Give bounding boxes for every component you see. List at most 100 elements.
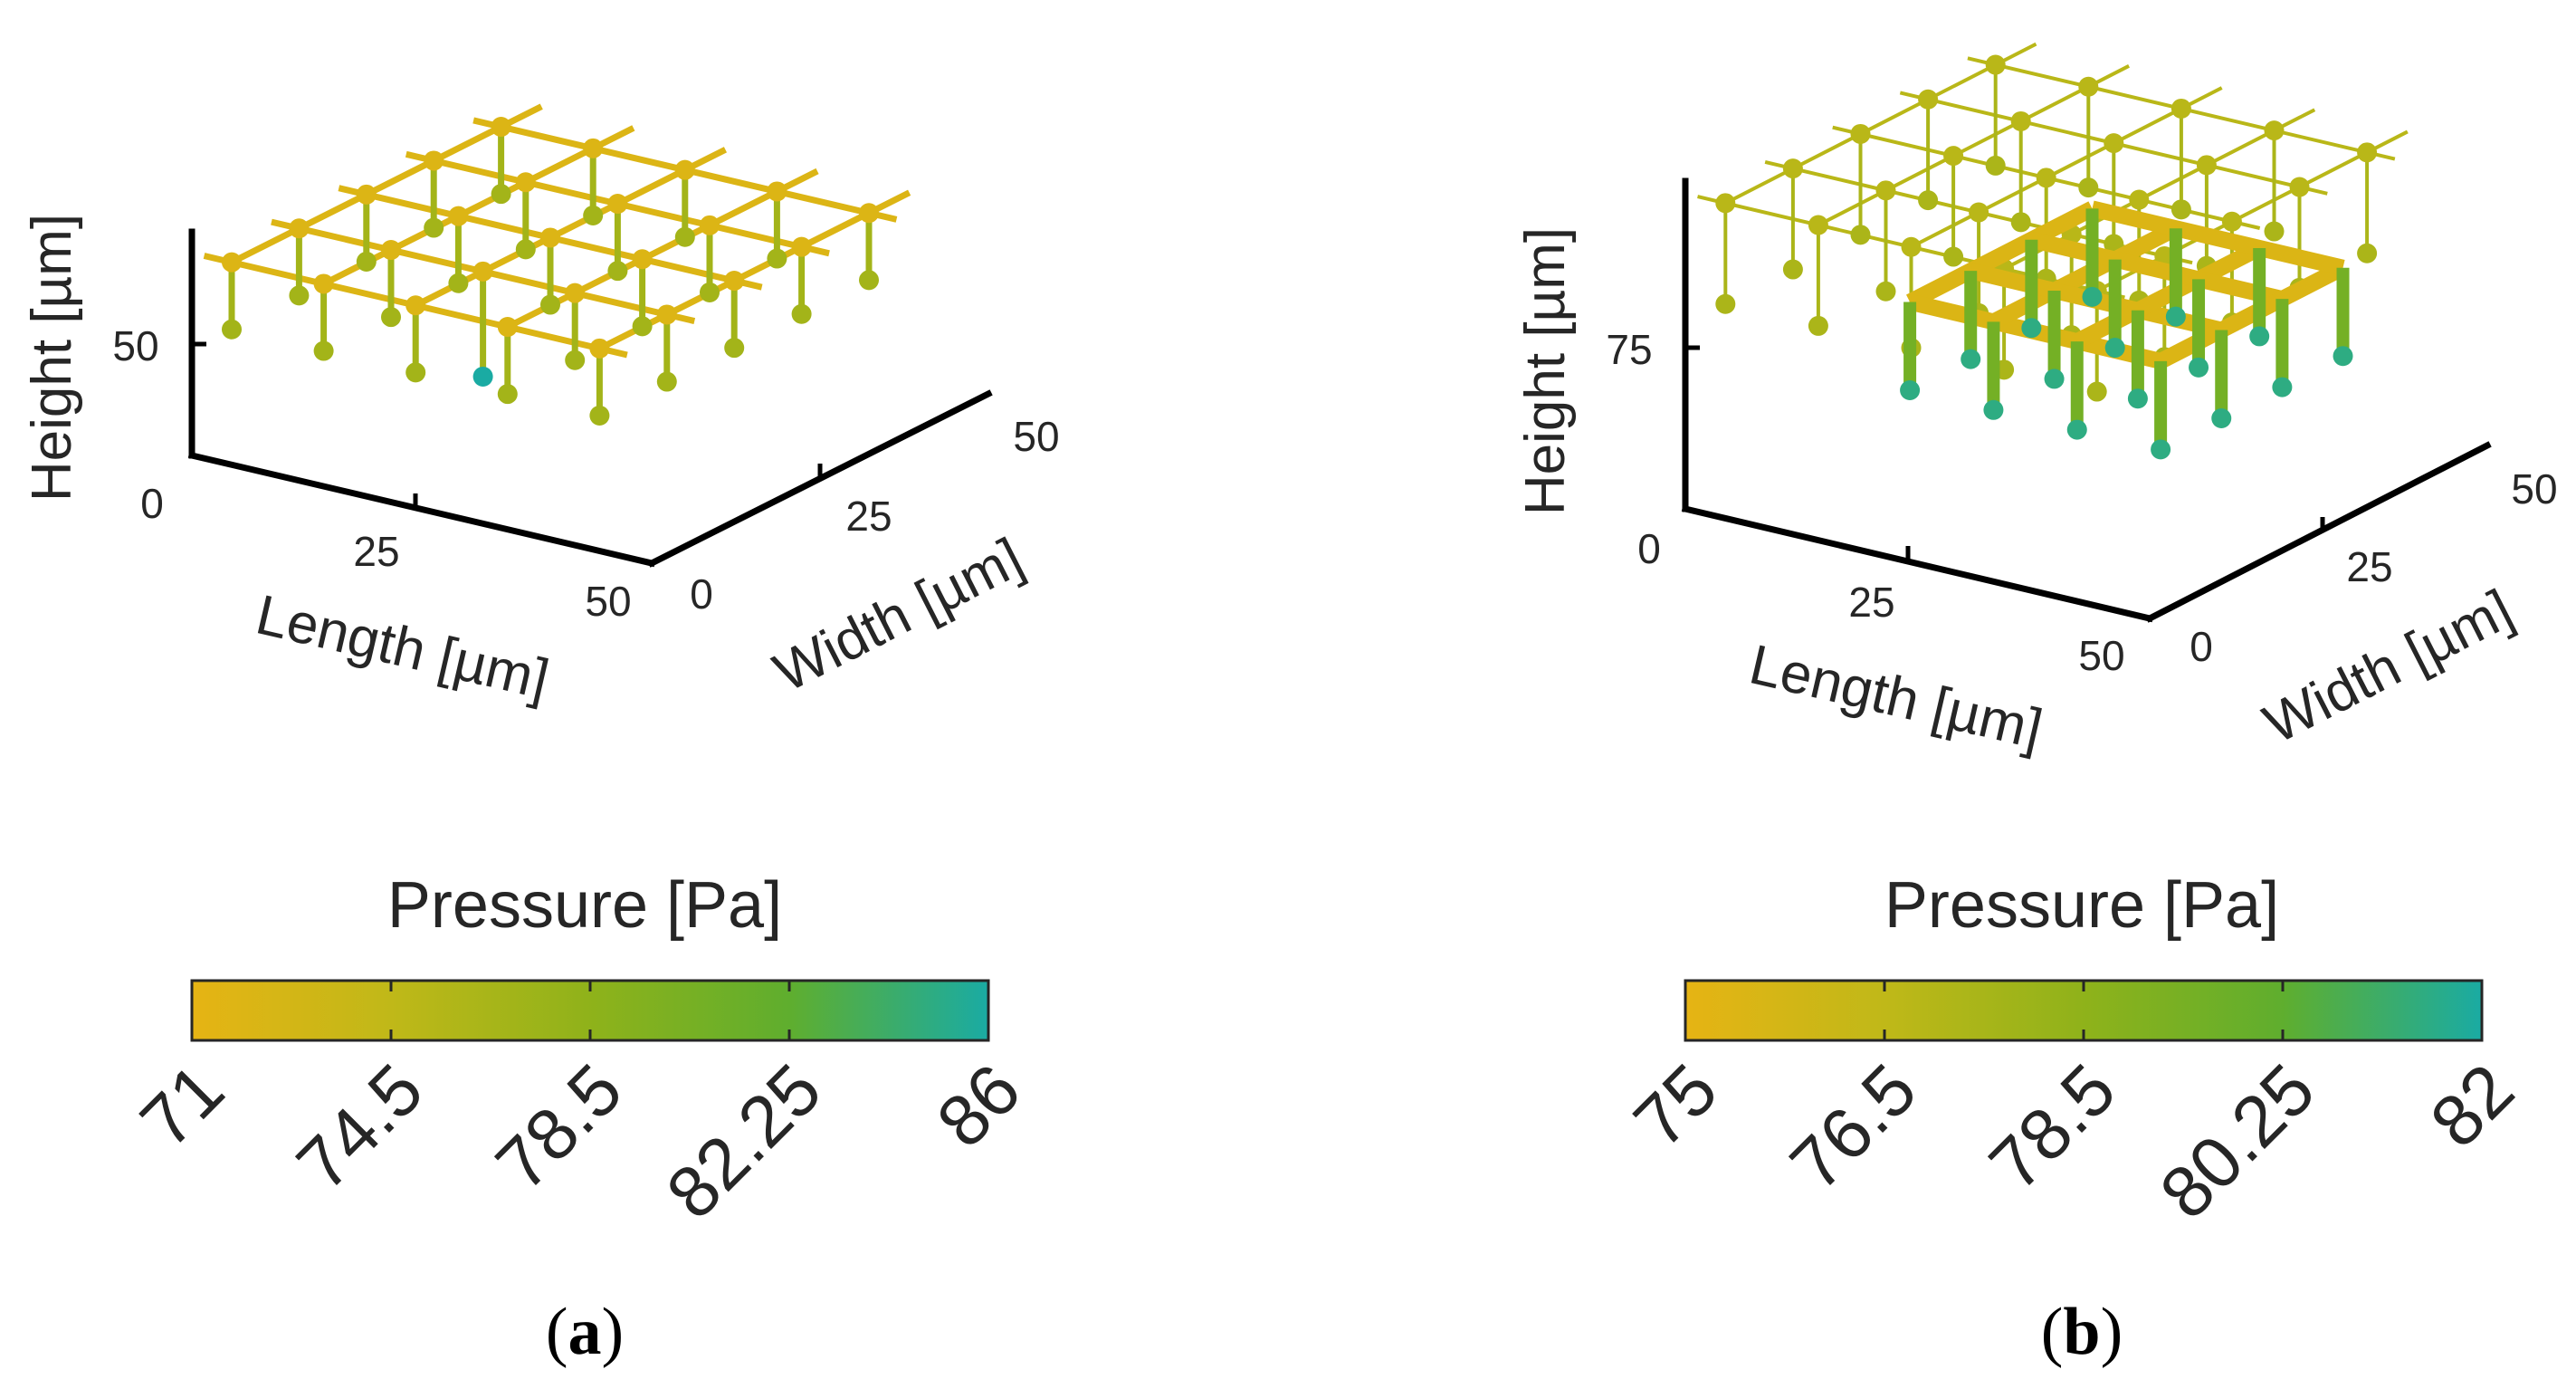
top-node-marker	[289, 218, 310, 239]
top-node-marker	[2289, 177, 2310, 197]
top-node-marker	[2154, 245, 2175, 266]
bottom-node-marker	[2264, 221, 2285, 242]
center-top-beam	[1905, 201, 2096, 310]
top-node-marker	[2357, 142, 2378, 163]
x-tick-label-b-1: 25	[1848, 579, 1894, 626]
z-tick-label-a-0: 0	[140, 480, 164, 527]
colorbar-tick-label: 80.25	[2145, 1049, 2330, 1233]
center-top-beam	[2156, 260, 2347, 369]
x-tick-label-b-2: 50	[2078, 632, 2124, 679]
x-axis-label-b: Length [µm]	[1744, 633, 2048, 761]
top-node-marker	[2171, 98, 2191, 119]
bottom-node-marker	[791, 303, 812, 324]
bottom-node-marker	[674, 226, 695, 247]
top-node-marker	[540, 227, 560, 248]
axes-a	[187, 228, 993, 568]
bottom-node-marker	[356, 251, 377, 272]
center-top-beam	[2029, 232, 2285, 307]
bottom-node-marker	[222, 319, 242, 340]
top-node-marker	[656, 304, 677, 325]
colorbar-title-b: Pressure [Pa]	[1884, 869, 2279, 942]
top-node-marker	[791, 236, 812, 257]
top-node-marker	[674, 159, 695, 180]
top-node-marker	[607, 194, 628, 215]
bottom-node-marker	[448, 273, 469, 293]
top-beam-y	[1817, 64, 2130, 227]
bottom-node-marker	[607, 261, 628, 282]
bottom-node-marker	[2086, 381, 2107, 402]
top-node-marker	[859, 203, 879, 224]
center-bottom-node	[2104, 338, 2125, 359]
bottom-node-marker	[1943, 246, 1964, 267]
bottom-node-marker	[405, 362, 426, 383]
x-tick-label-a-1: 25	[353, 528, 399, 575]
top-node-marker	[2078, 76, 2099, 97]
top-node-marker	[2104, 133, 2124, 154]
bottom-node-marker	[289, 285, 310, 306]
center-bottom-node	[2333, 346, 2353, 367]
bottom-node-marker	[313, 340, 334, 361]
center-bottom-node	[2066, 419, 2087, 440]
y-tick-label-a-0: 0	[690, 570, 713, 618]
z-tick-label-a-1: 50	[112, 322, 158, 369]
y-axis-label-b: Width [µm]	[2254, 578, 2522, 756]
z-axis-label-a: Height [µm]	[21, 214, 83, 502]
bottom-node-marker	[1985, 155, 2006, 176]
top-node-marker	[2129, 189, 2150, 210]
center-bottom-node	[2249, 326, 2270, 347]
center-bottom-node	[2165, 306, 2186, 327]
top-node-marker	[2221, 211, 2242, 232]
bottom-node-marker	[2357, 243, 2378, 263]
top-node-marker	[1850, 123, 1871, 144]
y-tick-label-b-2: 50	[2511, 465, 2557, 512]
bottom-node-marker	[2078, 177, 2099, 198]
colorbar-tick-label: 75	[1618, 1049, 1732, 1163]
top-node-marker	[1808, 215, 1828, 235]
bottom-node-marker	[1808, 315, 1828, 336]
top-node-marker	[515, 172, 536, 193]
center-bottom-node	[2272, 377, 2293, 397]
bottom-node-marker	[589, 405, 610, 426]
bottom-node-marker	[700, 282, 720, 302]
bottom-node-marker	[632, 316, 653, 337]
top-node-marker	[1782, 158, 1803, 179]
top-node-marker	[1875, 180, 1896, 201]
top-node-marker	[2196, 155, 2217, 176]
top-node-marker	[565, 283, 586, 303]
top-node-marker	[1918, 89, 1939, 110]
bottom-node-marker	[859, 270, 879, 291]
y-axis-a	[647, 389, 993, 568]
lattice-structure-a	[203, 103, 911, 426]
bottom-node-marker	[381, 307, 401, 328]
bottom-node-marker	[497, 384, 518, 405]
center-bottom-node	[1961, 349, 1981, 369]
y-axis-b	[2145, 441, 2492, 623]
bottom-node-marker	[2171, 199, 2191, 220]
top-beam-y	[230, 103, 543, 265]
bottom-node-marker	[1918, 190, 1939, 211]
top-node-marker	[2264, 120, 2285, 141]
panel-label-b: (b)	[2041, 1295, 2123, 1369]
panel-a: 50 0 25 50 0 25 50 Height [µm] Length [µ…	[21, 103, 1060, 1369]
bottom-node-marker	[2010, 212, 2031, 233]
center-bottom-node	[2189, 357, 2209, 378]
axes-b	[1681, 177, 2492, 623]
bottom-node-marker	[1875, 281, 1896, 302]
top-node-marker	[472, 261, 493, 282]
center-bottom-node	[2021, 318, 2042, 339]
colorbar-title-a: Pressure [Pa]	[387, 869, 782, 942]
y-tick-label-b-0: 0	[2190, 623, 2213, 670]
colorbar-tick-label: 82.25	[652, 1049, 836, 1233]
colorbar-tick-label: 78.5	[1974, 1049, 2131, 1205]
top-node-marker	[2036, 168, 2056, 188]
top-node-marker	[1901, 236, 1922, 257]
top-node-marker	[313, 273, 334, 294]
top-beam-y	[1724, 42, 2037, 206]
panel-label-a: (a)	[546, 1295, 624, 1369]
y-tick-label-a-2: 50	[1013, 413, 1059, 460]
top-node-marker	[356, 184, 377, 205]
center-bottom-node	[1983, 399, 2004, 420]
panel-b: 75 0 25 50 0 25 50 Height [µm] Length [µ…	[1514, 42, 2558, 1369]
colorbar-tick-label: 82	[2415, 1049, 2529, 1163]
y-tick-label-b-1: 25	[2346, 543, 2392, 590]
